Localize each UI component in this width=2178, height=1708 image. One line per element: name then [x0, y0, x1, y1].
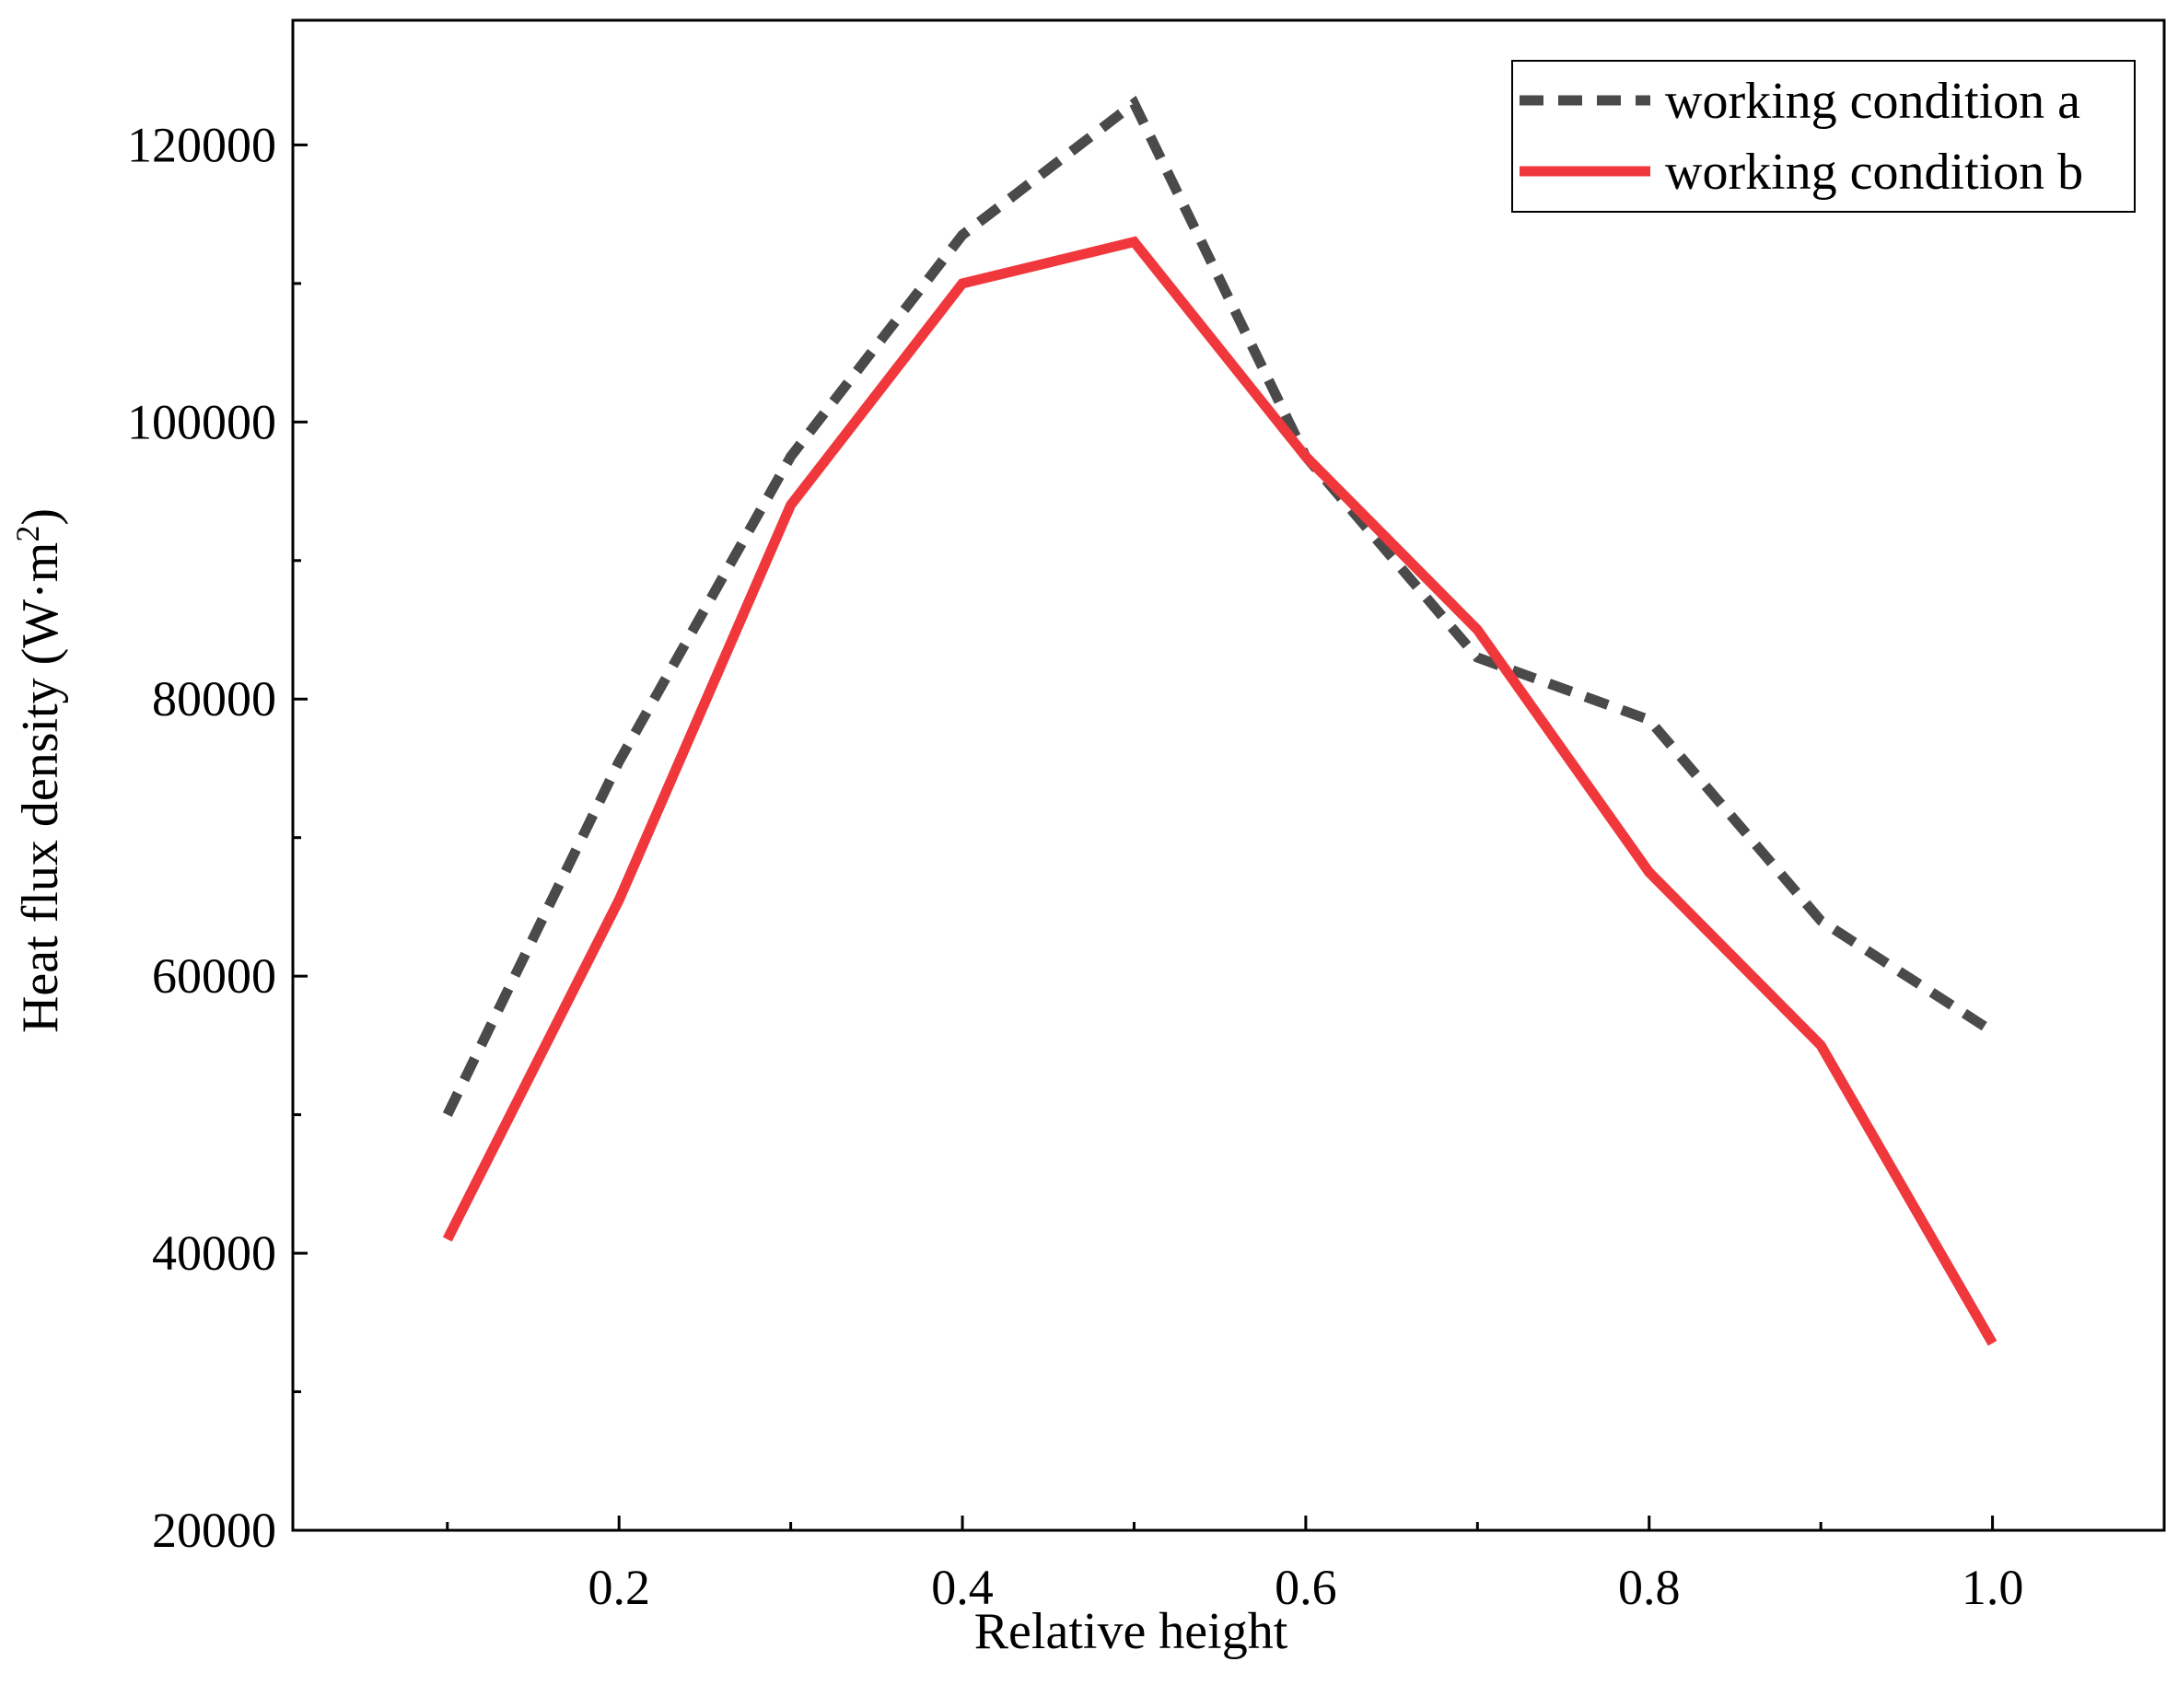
y-tick-label: 80000: [152, 671, 276, 726]
y-tick-label: 60000: [152, 948, 276, 1004]
x-tick-label: 0.6: [1275, 1560, 1337, 1615]
series-line-b: [442, 236, 1997, 1346]
y-tick-label: 40000: [152, 1226, 276, 1281]
series-layer: [442, 95, 1997, 1346]
x-tick-label: 1.0: [1962, 1560, 2024, 1615]
x-axis-ticks: 0.2 0.4 0.6 0.8 1.0: [446, 1516, 2024, 1615]
x-tick-label: 0.8: [1618, 1560, 1681, 1615]
series-line-a: [442, 95, 1996, 1118]
x-tick-label: 0.2: [588, 1560, 650, 1615]
y-tick-label: 100000: [127, 394, 276, 449]
y-tick-label: 20000: [152, 1503, 276, 1558]
legend-box: [1511, 60, 2136, 213]
y-axis-title: Heat flux density (W·m2): [9, 508, 69, 1033]
y-axis-ticks: 20000 40000 60000 80000 100000 120000: [127, 117, 308, 1558]
legend-label-series-b: working condition b: [1665, 144, 2083, 201]
legend: working condition a working condition b: [1511, 60, 2136, 213]
plot-border: [291, 18, 2166, 1532]
x-tick-label: 0.4: [931, 1560, 994, 1615]
plot-frame: [291, 18, 2166, 1532]
y-tick-label: 120000: [127, 117, 276, 172]
x-axis-title: Relative height: [974, 1603, 1288, 1660]
legend-label-series-a: working condition a: [1665, 73, 2080, 130]
